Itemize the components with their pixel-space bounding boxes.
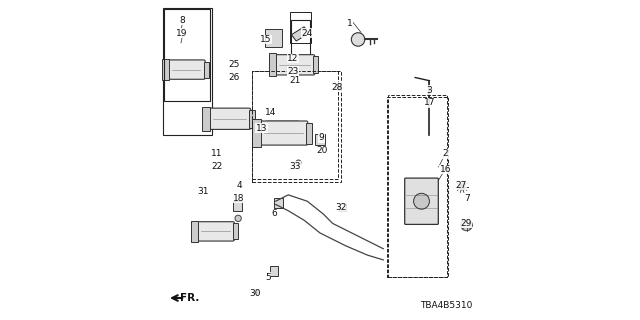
Polygon shape [191, 220, 198, 242]
Text: 16: 16 [440, 165, 451, 174]
FancyBboxPatch shape [315, 134, 325, 145]
FancyBboxPatch shape [274, 198, 283, 208]
Text: 20: 20 [316, 146, 327, 155]
FancyBboxPatch shape [339, 204, 346, 212]
FancyBboxPatch shape [209, 108, 251, 129]
Polygon shape [313, 56, 318, 73]
Text: 3: 3 [427, 86, 432, 95]
Polygon shape [269, 53, 276, 76]
FancyBboxPatch shape [167, 60, 205, 79]
Text: 28: 28 [332, 83, 343, 92]
FancyBboxPatch shape [275, 55, 315, 75]
Text: 4: 4 [236, 181, 242, 190]
Circle shape [460, 184, 465, 190]
Text: FR.: FR. [180, 293, 200, 303]
Text: 12: 12 [287, 54, 299, 63]
Text: 5: 5 [265, 273, 271, 282]
Text: 6: 6 [271, 209, 277, 219]
Circle shape [335, 84, 342, 90]
Circle shape [235, 215, 241, 221]
Polygon shape [252, 119, 261, 147]
Text: 22: 22 [211, 162, 223, 171]
Text: 32: 32 [335, 203, 346, 212]
Text: 25: 25 [228, 60, 240, 69]
Text: 8: 8 [179, 16, 185, 25]
Text: 11: 11 [211, 149, 223, 158]
Polygon shape [204, 61, 209, 78]
Text: 33: 33 [289, 162, 300, 171]
Text: 23: 23 [287, 67, 299, 76]
Text: 13: 13 [255, 124, 267, 133]
FancyBboxPatch shape [259, 121, 308, 145]
Text: 19: 19 [176, 28, 188, 38]
Circle shape [296, 160, 301, 165]
Polygon shape [291, 27, 309, 41]
Text: 17: 17 [424, 99, 435, 108]
Text: 10: 10 [287, 67, 299, 76]
Text: 31: 31 [198, 187, 209, 196]
Polygon shape [202, 107, 210, 131]
Circle shape [461, 219, 472, 231]
Text: 26: 26 [228, 73, 240, 82]
Text: 18: 18 [234, 194, 245, 203]
FancyBboxPatch shape [270, 267, 278, 276]
Text: TBA4B5310: TBA4B5310 [420, 301, 472, 310]
Text: 14: 14 [265, 108, 276, 117]
Text: 30: 30 [249, 289, 260, 298]
Polygon shape [306, 123, 312, 143]
Text: 7: 7 [465, 194, 470, 203]
Text: 9: 9 [319, 133, 324, 142]
Text: 24: 24 [301, 28, 313, 38]
Text: 27: 27 [456, 181, 467, 190]
Text: 21: 21 [289, 76, 300, 85]
Text: 2: 2 [442, 149, 448, 158]
Polygon shape [233, 223, 237, 239]
FancyBboxPatch shape [404, 178, 438, 224]
Text: 1: 1 [348, 19, 353, 28]
Text: 29: 29 [460, 219, 472, 228]
Circle shape [351, 33, 365, 46]
Polygon shape [249, 110, 255, 128]
Circle shape [413, 193, 429, 209]
Circle shape [254, 289, 259, 294]
Polygon shape [162, 59, 168, 80]
FancyBboxPatch shape [196, 222, 234, 241]
FancyBboxPatch shape [234, 201, 242, 211]
Text: 15: 15 [260, 35, 272, 44]
FancyBboxPatch shape [265, 29, 282, 47]
